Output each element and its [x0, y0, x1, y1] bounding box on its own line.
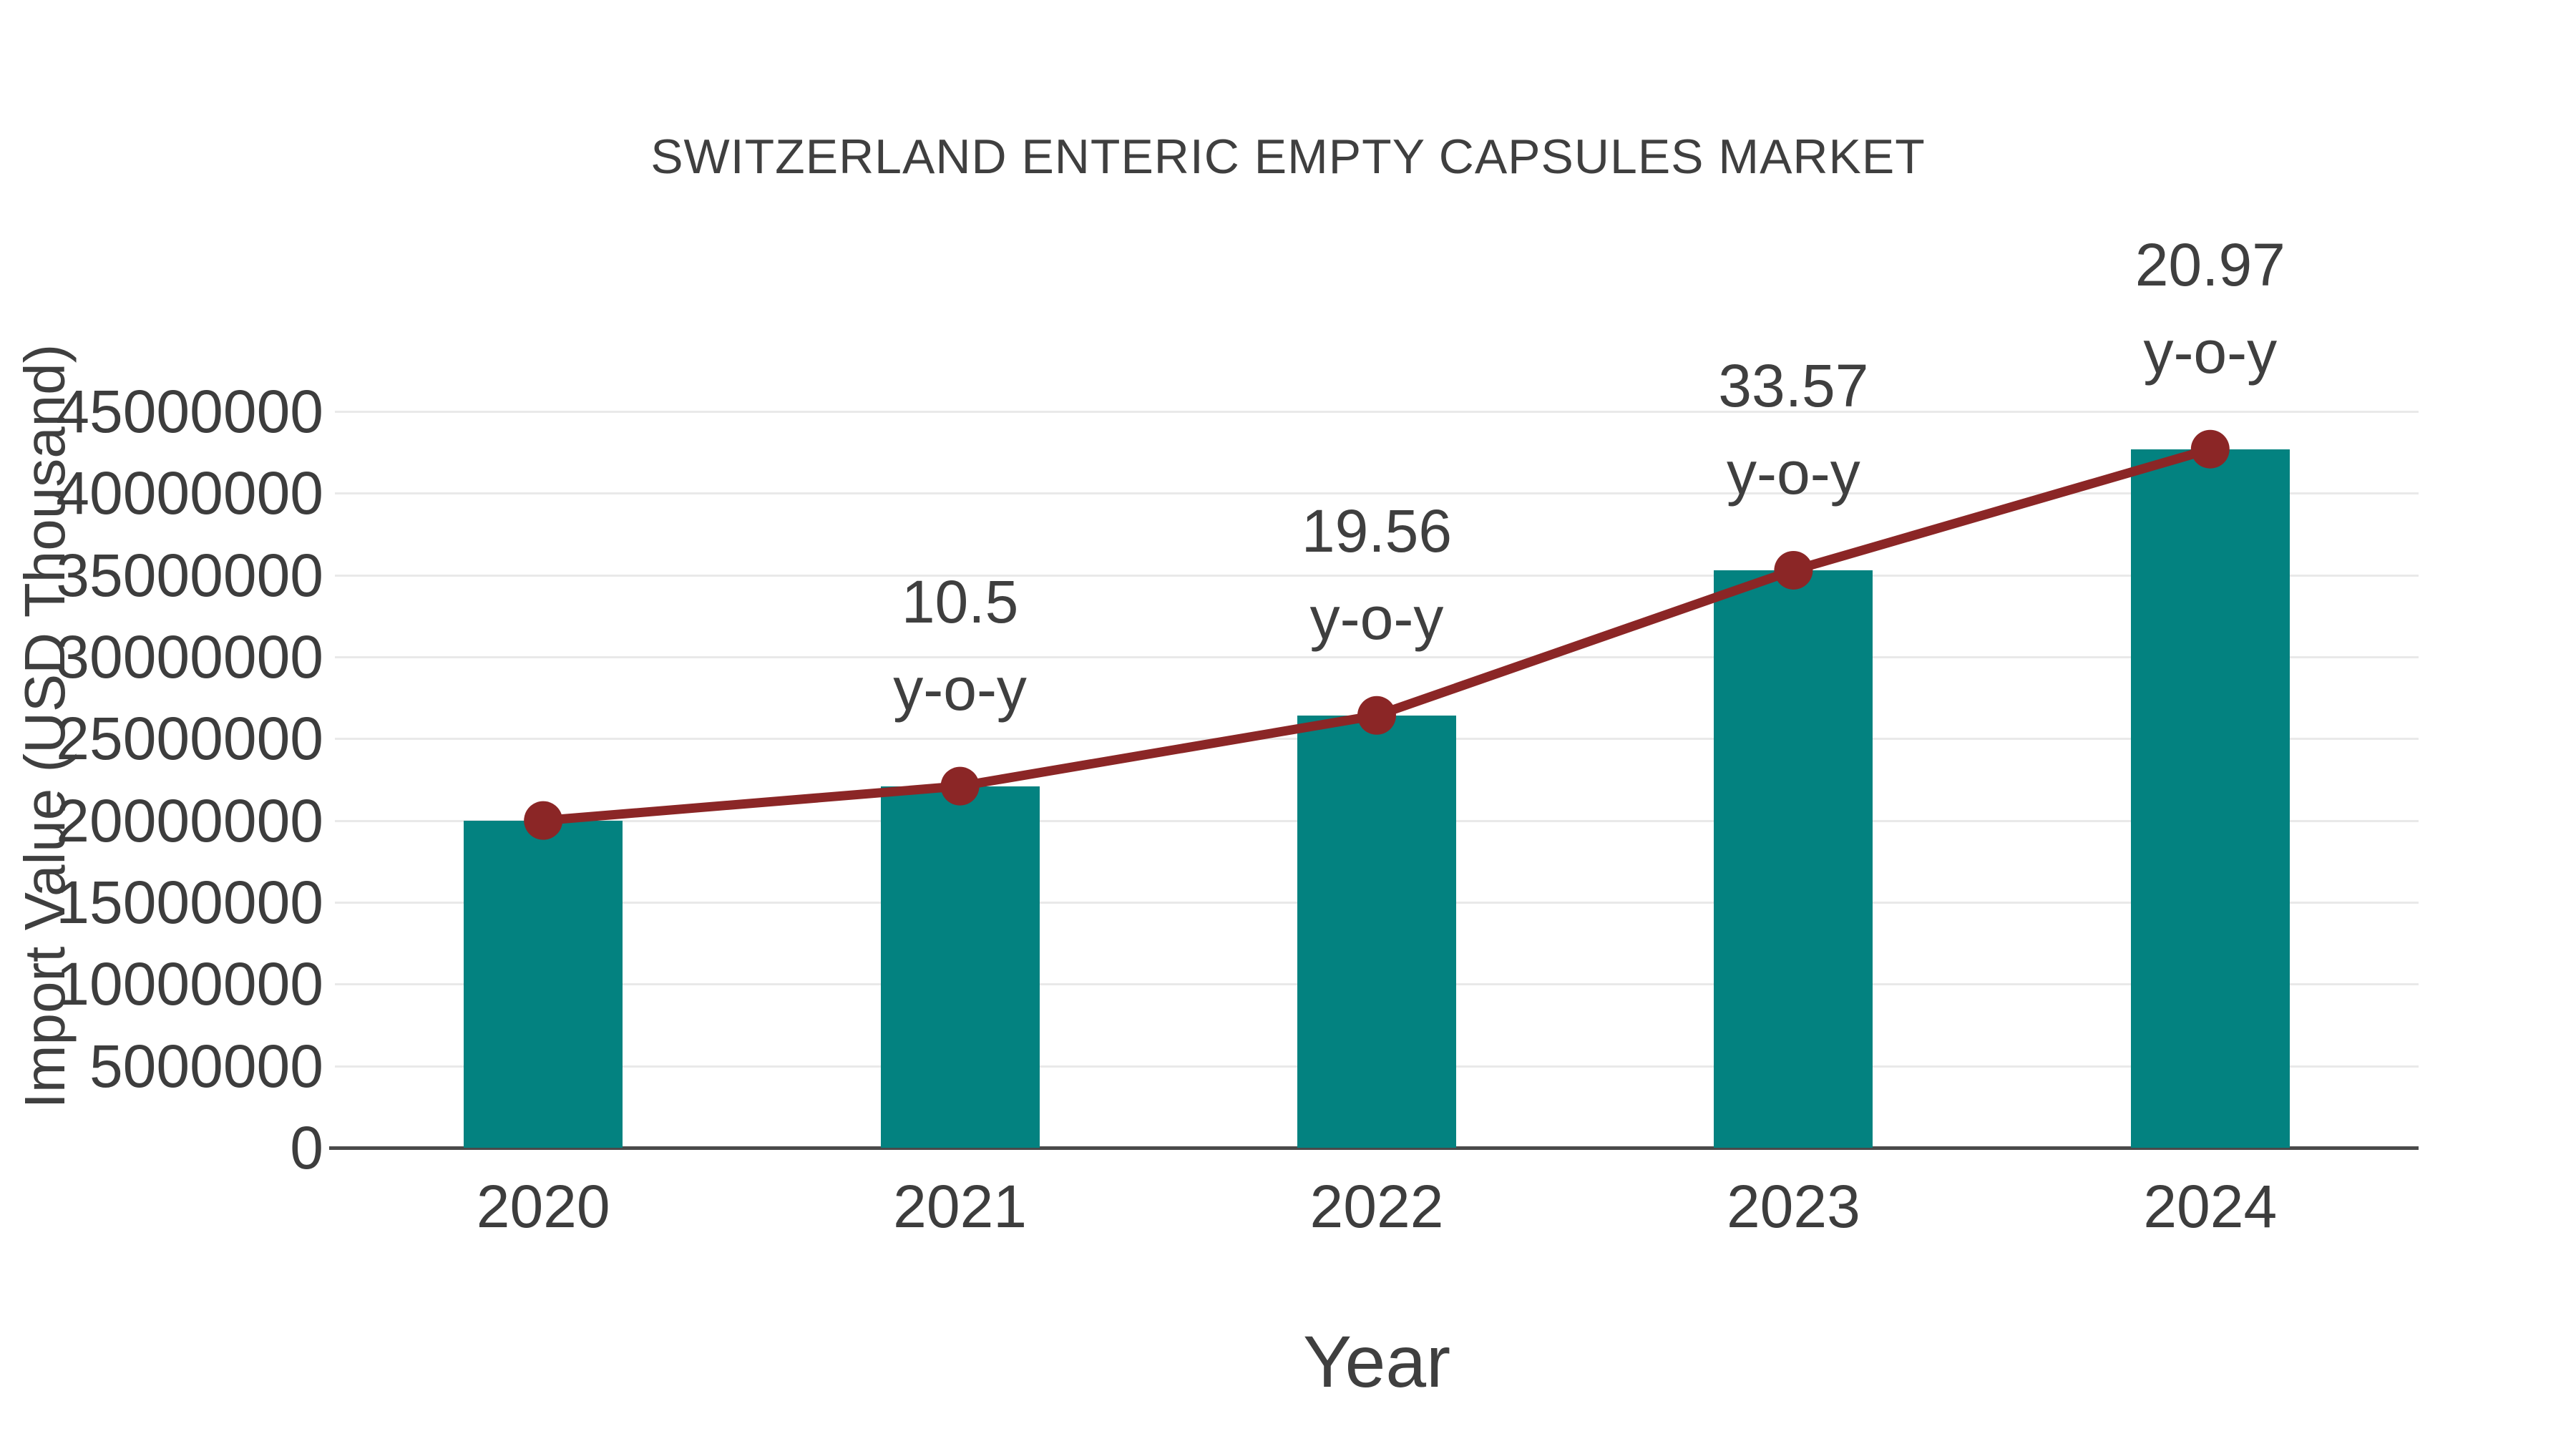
x-tick-label-2024: 2024: [2143, 1173, 2278, 1240]
y-tick-label: 5000000: [89, 1032, 323, 1100]
data-point-2022: [1357, 696, 1396, 735]
data-point-2023: [1774, 550, 1813, 590]
x-tick-label-2022: 2022: [1309, 1173, 1444, 1240]
gridline: [335, 492, 2419, 495]
yoy-suffix: y-o-y: [893, 655, 1027, 723]
bar-2022: [1297, 715, 1456, 1148]
gridline: [335, 656, 2419, 658]
y-tick-label: 35000000: [56, 541, 323, 609]
bar-2020: [464, 820, 623, 1148]
yoy-value: 10.5: [901, 567, 1019, 635]
gridline: [335, 574, 2419, 577]
yoy-annotation-2023: 33.57 y-o-y: [1543, 342, 2044, 517]
yoy-value: 20.97: [2135, 230, 2285, 298]
y-tick-label: 15000000: [56, 869, 323, 936]
y-tick-label: 45000000: [56, 378, 323, 445]
x-axis-title: Year: [1302, 1321, 1451, 1402]
yoy-suffix: y-o-y: [1309, 584, 1444, 652]
x-tick-label-2023: 2023: [1726, 1173, 1860, 1240]
yoy-value: 19.56: [1301, 497, 1453, 565]
bar-2023: [1714, 570, 1873, 1148]
gridline: [335, 411, 2419, 413]
chart-title: SWITZERLAND ENTERIC EMPTY CAPSULES MARKE…: [650, 130, 1926, 184]
plot-area: [329, 411, 2419, 1150]
y-tick-label: 40000000: [56, 459, 323, 527]
bar-2024: [2130, 449, 2290, 1148]
y-tick-label: 30000000: [56, 623, 323, 691]
yoy-suffix: y-o-y: [2143, 318, 2278, 386]
x-tick-label-2020: 2020: [476, 1173, 610, 1240]
yoy-annotation-2022: 19.56 y-o-y: [1126, 487, 1627, 662]
yoy-annotation-2024: 20.97 y-o-y: [1960, 221, 2461, 396]
yoy-suffix: y-o-y: [1727, 439, 1860, 507]
bar-2021: [880, 786, 1040, 1148]
data-point-2024: [2190, 429, 2230, 469]
x-axis-line: [329, 1146, 2419, 1150]
data-point-2020: [524, 801, 563, 840]
x-tick-label-2021: 2021: [893, 1173, 1028, 1240]
y-tick-label: 10000000: [56, 950, 323, 1018]
data-point-2021: [940, 766, 980, 806]
yoy-annotation-2021: 10.5 y-o-y: [710, 558, 1211, 733]
y-tick-label: 0: [290, 1114, 323, 1181]
y-tick-label: 20000000: [56, 786, 323, 854]
yoy-value: 33.57: [1718, 351, 1869, 419]
trend-line-layer: [524, 429, 2230, 840]
y-tick-label: 25000000: [56, 705, 323, 773]
